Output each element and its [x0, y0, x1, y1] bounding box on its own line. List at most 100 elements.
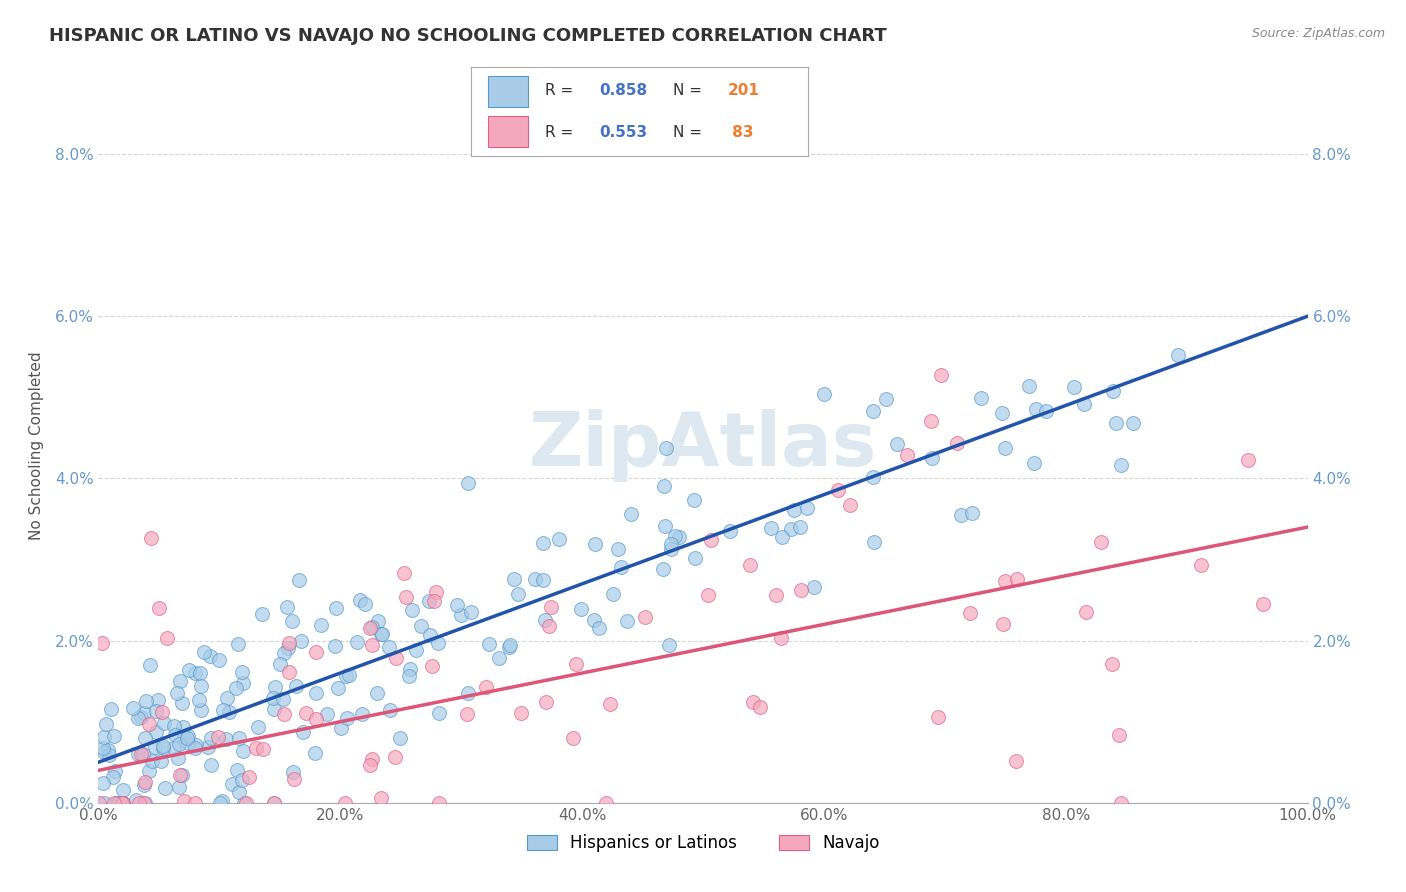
Point: [565, 657, 588, 671]
Point: [169, 737, 191, 751]
Point: [537, 618, 560, 632]
Point: [349, 593, 371, 607]
Point: [1035, 403, 1057, 417]
Point: [1007, 572, 1029, 586]
Point: [263, 680, 285, 694]
Point: [457, 686, 479, 700]
Point: [235, 796, 257, 810]
Point: [263, 796, 285, 810]
Point: [664, 529, 686, 543]
Point: [94, 717, 117, 731]
Point: [620, 507, 643, 521]
Point: [238, 770, 260, 784]
Point: [994, 441, 1017, 455]
Point: [215, 732, 238, 747]
Point: [176, 731, 198, 746]
Point: [346, 635, 368, 649]
Point: [769, 631, 792, 645]
Point: [1074, 605, 1097, 619]
Point: [1018, 378, 1040, 392]
Point: [602, 586, 624, 600]
Point: [499, 638, 522, 652]
Point: [93, 796, 115, 810]
Point: [456, 707, 478, 722]
Point: [188, 666, 211, 681]
Point: [273, 646, 295, 660]
Point: [1063, 379, 1085, 393]
Point: [232, 675, 254, 690]
Point: [107, 796, 129, 810]
Point: [134, 731, 156, 745]
Point: [718, 524, 741, 538]
Point: [827, 483, 849, 497]
Point: [1191, 558, 1213, 573]
Point: [112, 783, 135, 797]
Point: [103, 729, 125, 743]
Point: [262, 691, 284, 706]
Point: [91, 636, 114, 650]
Point: [610, 560, 633, 574]
Point: [654, 479, 676, 493]
Point: [427, 796, 450, 810]
Point: [927, 709, 949, 723]
Point: [309, 618, 332, 632]
Point: [862, 469, 884, 483]
Point: [134, 775, 156, 789]
Point: [153, 780, 176, 795]
Point: [232, 796, 254, 810]
Point: [1105, 417, 1128, 431]
Point: [790, 583, 813, 598]
Point: [418, 593, 440, 607]
Point: [186, 739, 208, 753]
Point: [569, 602, 592, 616]
Point: [93, 730, 115, 744]
Point: [225, 681, 247, 696]
Point: [323, 639, 346, 653]
Point: [208, 653, 231, 667]
Point: [122, 700, 145, 714]
Point: [405, 642, 427, 657]
FancyBboxPatch shape: [488, 116, 529, 147]
Point: [488, 651, 510, 665]
Point: [423, 593, 446, 607]
Point: [361, 752, 384, 766]
Text: N =: N =: [673, 84, 707, 98]
Point: [138, 717, 160, 731]
Point: [277, 640, 299, 655]
Point: [962, 506, 984, 520]
Point: [163, 719, 186, 733]
Point: [399, 662, 422, 676]
Point: [380, 703, 402, 717]
Point: [498, 640, 520, 655]
Point: [316, 706, 339, 721]
Point: [1022, 457, 1045, 471]
Point: [166, 686, 188, 700]
Point: [152, 739, 174, 753]
Point: [1004, 754, 1026, 768]
Point: [163, 741, 186, 756]
Point: [994, 574, 1017, 588]
Point: [783, 503, 806, 517]
Point: [101, 770, 124, 784]
FancyBboxPatch shape: [488, 76, 529, 107]
Point: [93, 745, 115, 759]
Point: [177, 736, 200, 750]
Text: ZipAtlas: ZipAtlas: [529, 409, 877, 483]
Point: [929, 368, 952, 383]
Text: HISPANIC OR LATINO VS NAVAJO NO SCHOOLING COMPLETED CORRELATION CHART: HISPANIC OR LATINO VS NAVAJO NO SCHOOLIN…: [49, 27, 887, 45]
Point: [360, 638, 382, 652]
Point: [359, 621, 381, 635]
Point: [359, 758, 381, 772]
Point: [187, 693, 209, 707]
Point: [946, 435, 969, 450]
Point: [246, 720, 269, 734]
Point: [124, 793, 146, 807]
Point: [290, 634, 312, 648]
Point: [419, 628, 441, 642]
Point: [104, 796, 127, 810]
Point: [134, 706, 156, 720]
Point: [478, 637, 501, 651]
Point: [207, 730, 229, 744]
Point: [93, 776, 115, 790]
Point: [920, 413, 942, 427]
